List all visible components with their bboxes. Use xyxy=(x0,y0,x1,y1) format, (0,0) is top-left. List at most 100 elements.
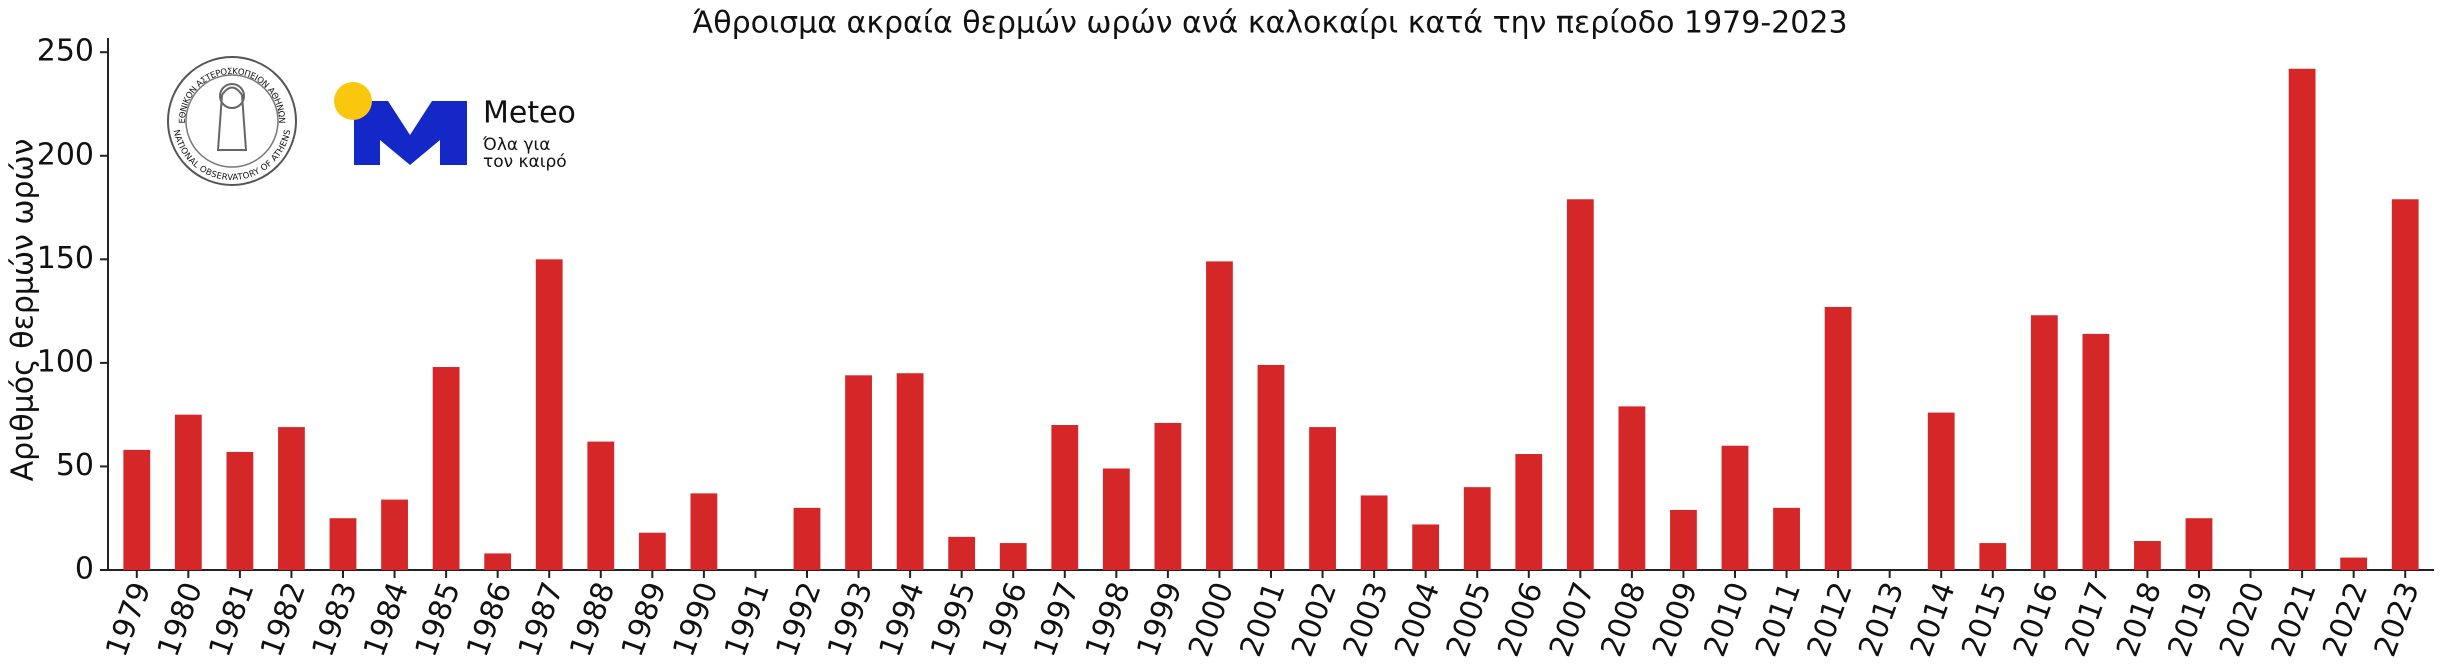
y-tick-label: 50 xyxy=(56,448,94,483)
x-tick-label: 2022 xyxy=(2316,578,2375,662)
x-tick-label: 2016 xyxy=(2007,578,2066,662)
x-tick-label: 2011 xyxy=(1749,578,1808,662)
bar xyxy=(432,367,460,570)
bar xyxy=(123,449,151,570)
y-axis-label: Αριθμός θερμών ωρών xyxy=(6,139,41,482)
x-tick-label: 1998 xyxy=(1079,578,1138,662)
logo-text: τον καιρό xyxy=(483,152,567,172)
bar xyxy=(1154,422,1182,570)
x-tick-label: 2021 xyxy=(2265,578,2324,662)
x-tick-label: 1989 xyxy=(615,578,674,662)
logo-text: Meteo xyxy=(483,96,576,131)
bar xyxy=(587,441,615,570)
bar xyxy=(2134,541,2161,570)
bar xyxy=(2030,315,2058,570)
x-tick-label: 1990 xyxy=(666,578,725,662)
x-tick-label: 1984 xyxy=(357,578,416,662)
y-tick-label: 250 xyxy=(37,34,94,69)
x-tick-label: 2002 xyxy=(1285,578,1344,662)
y-tick-label: 100 xyxy=(37,344,94,379)
bar xyxy=(2391,199,2419,570)
x-tick-label: 2012 xyxy=(1801,578,1860,662)
x-tick-label: 1992 xyxy=(769,578,828,662)
x-tick-label: 2008 xyxy=(1594,578,1653,662)
chart-title: Άθροισμα ακραία θερμών ωρών ανά καλοκαίρ… xyxy=(692,6,1847,41)
x-tick-label: 2015 xyxy=(1955,578,2014,662)
bar xyxy=(1566,199,1594,570)
bar xyxy=(535,259,563,570)
bar xyxy=(999,543,1027,570)
x-tick-label: 1980 xyxy=(151,578,210,662)
bar xyxy=(1463,487,1491,570)
bar xyxy=(638,532,666,570)
bar xyxy=(1824,306,1852,570)
x-tick-label: 2007 xyxy=(1543,578,1602,662)
bar xyxy=(2082,333,2110,570)
bar xyxy=(948,536,976,570)
x-tick-label: 1997 xyxy=(1027,578,1086,662)
x-tick-label: 2018 xyxy=(2110,578,2169,662)
x-tick-label: 1994 xyxy=(873,578,932,662)
bar xyxy=(1515,454,1543,570)
bar xyxy=(793,507,821,570)
x-tick-label: 2019 xyxy=(2161,578,2220,662)
bar xyxy=(1360,495,1388,570)
x-tick-label: 2017 xyxy=(2058,578,2117,662)
bar xyxy=(2340,557,2368,570)
x-tick-label: 1995 xyxy=(924,578,983,662)
y-tick-label: 0 xyxy=(75,552,94,587)
bar xyxy=(226,451,254,570)
x-tick-label: 1982 xyxy=(254,578,313,662)
bar xyxy=(896,373,924,570)
x-tick-label: 1999 xyxy=(1130,578,1189,662)
x-tick-label: 2004 xyxy=(1388,578,1447,662)
x-tick-label: 2001 xyxy=(1233,578,1292,662)
x-tick-label: 1986 xyxy=(460,578,519,662)
x-tick-label: 1983 xyxy=(305,578,364,662)
bar xyxy=(1051,425,1079,570)
logo-text: Όλα για xyxy=(482,135,551,155)
bar xyxy=(329,518,357,570)
bar xyxy=(1257,364,1285,570)
x-tick-label: 1979 xyxy=(99,578,158,662)
bar xyxy=(1309,427,1336,570)
x-tick-label: 2010 xyxy=(1697,578,1756,662)
bar xyxy=(1412,524,1440,570)
bar xyxy=(484,553,512,570)
x-tick-label: 2005 xyxy=(1440,578,1499,662)
bar xyxy=(1206,261,1233,570)
x-tick-label: 1996 xyxy=(976,578,1035,662)
x-tick-label: 2009 xyxy=(1646,578,1705,662)
bar xyxy=(2185,518,2213,570)
x-tick-label: 1985 xyxy=(409,578,468,662)
bar xyxy=(1979,543,2007,570)
x-tick-label: 1988 xyxy=(563,578,622,662)
bar xyxy=(1618,406,1646,570)
x-tick-label: 2003 xyxy=(1337,578,1396,662)
bar xyxy=(690,493,718,570)
bar xyxy=(1927,412,1955,570)
bar xyxy=(1102,468,1130,570)
x-tick-label: 2023 xyxy=(2368,578,2427,662)
x-tick-label: 1987 xyxy=(512,578,571,662)
x-tick-label: 2014 xyxy=(1904,578,1963,662)
bar xyxy=(1773,507,1800,570)
x-tick-label: 1991 xyxy=(718,578,777,662)
x-tick-label: 1993 xyxy=(821,578,880,662)
meteo-logo: Meteo Όλα για τον καιρό xyxy=(334,82,576,172)
bar xyxy=(2288,68,2316,571)
observatory-logo: ΕΘΝΙΚΟΝ ΑΣΤΕΡΟΣΚΟΠΕΙΟΝ ΑΘΗΝΩΝ NATIONAL O… xyxy=(167,56,297,186)
bar xyxy=(381,499,408,570)
bar xyxy=(1721,445,1749,570)
bar xyxy=(1670,509,1697,570)
bar xyxy=(845,375,872,570)
y-tick-label: 150 xyxy=(37,241,94,276)
x-tick-label: 2006 xyxy=(1491,578,1550,662)
x-tick-label: 2000 xyxy=(1182,578,1241,662)
x-tick-label: 2020 xyxy=(2213,578,2272,662)
bar xyxy=(174,414,202,570)
y-tick-label: 200 xyxy=(37,137,94,172)
x-tick-label: 2013 xyxy=(1852,578,1911,662)
